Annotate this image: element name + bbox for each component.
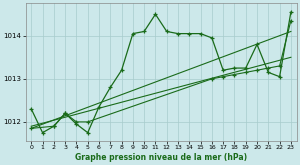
- X-axis label: Graphe pression niveau de la mer (hPa): Graphe pression niveau de la mer (hPa): [75, 152, 247, 162]
